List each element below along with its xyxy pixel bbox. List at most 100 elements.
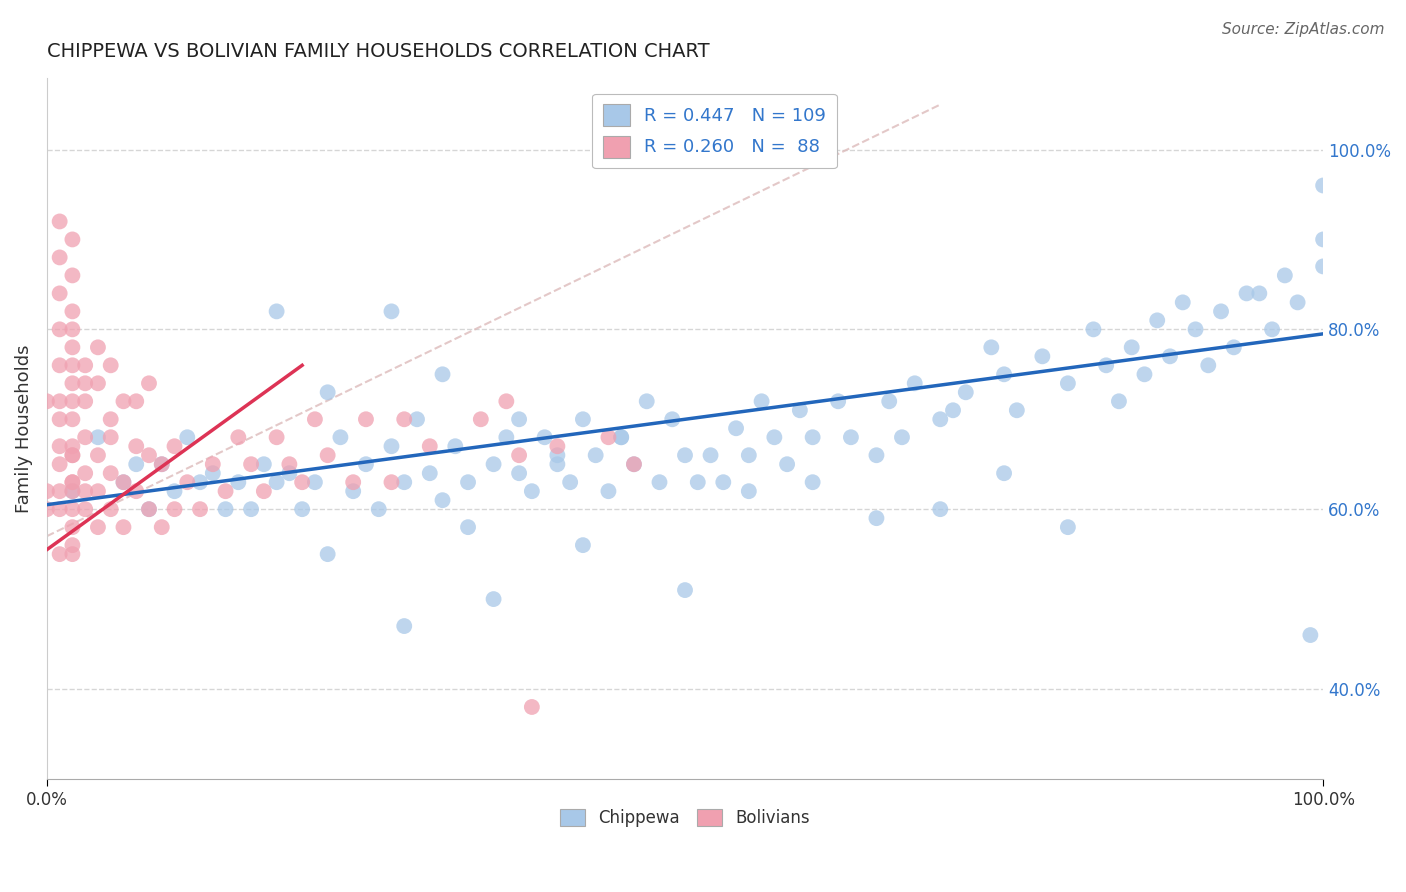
Point	[636, 394, 658, 409]
Point	[673, 448, 696, 462]
Point	[955, 385, 977, 400]
Point	[929, 502, 952, 516]
Point	[163, 484, 186, 499]
Point	[48, 547, 70, 561]
Point	[62, 484, 84, 499]
Point	[75, 394, 97, 409]
Point	[546, 457, 568, 471]
Point	[711, 475, 734, 490]
Point	[62, 268, 84, 283]
Point	[35, 484, 58, 499]
Point	[150, 457, 173, 471]
Point	[87, 484, 110, 499]
Point	[623, 457, 645, 471]
Point	[648, 475, 671, 490]
Point	[661, 412, 683, 426]
Point	[35, 502, 58, 516]
Point	[62, 359, 84, 373]
Point	[125, 484, 148, 499]
Point	[457, 475, 479, 490]
Point	[150, 457, 173, 471]
Point	[738, 484, 761, 499]
Point	[62, 376, 84, 391]
Point	[776, 457, 799, 471]
Point	[87, 448, 110, 462]
Point	[316, 448, 339, 462]
Point	[138, 376, 160, 391]
Point	[228, 475, 250, 490]
Point	[62, 340, 84, 354]
Point	[48, 359, 70, 373]
Point	[48, 251, 70, 265]
Point	[598, 430, 620, 444]
Point	[1057, 376, 1080, 391]
Point	[738, 448, 761, 462]
Point	[176, 475, 198, 490]
Point	[240, 502, 263, 516]
Point	[1083, 322, 1105, 336]
Point	[1312, 178, 1334, 193]
Point	[1121, 340, 1143, 354]
Point	[138, 502, 160, 516]
Point	[508, 448, 530, 462]
Point	[48, 457, 70, 471]
Point	[394, 619, 416, 633]
Point	[62, 547, 84, 561]
Point	[432, 368, 454, 382]
Point	[1031, 349, 1053, 363]
Point	[380, 304, 402, 318]
Point	[751, 394, 773, 409]
Point	[304, 475, 326, 490]
Point	[865, 448, 887, 462]
Point	[125, 394, 148, 409]
Point	[585, 448, 607, 462]
Point	[1299, 628, 1322, 642]
Point	[278, 457, 301, 471]
Point	[316, 385, 339, 400]
Point	[266, 475, 288, 490]
Point	[214, 502, 236, 516]
Point	[1197, 359, 1219, 373]
Y-axis label: Family Households: Family Households	[15, 344, 32, 513]
Point	[801, 430, 824, 444]
Point	[394, 412, 416, 426]
Point	[394, 475, 416, 490]
Point	[763, 430, 786, 444]
Point	[62, 304, 84, 318]
Point	[100, 502, 122, 516]
Point	[891, 430, 914, 444]
Point	[75, 376, 97, 391]
Point	[62, 439, 84, 453]
Point	[75, 430, 97, 444]
Point	[75, 359, 97, 373]
Point	[62, 502, 84, 516]
Point	[150, 520, 173, 534]
Point	[163, 502, 186, 516]
Point	[354, 412, 377, 426]
Point	[214, 484, 236, 499]
Point	[48, 502, 70, 516]
Point	[686, 475, 709, 490]
Point	[87, 430, 110, 444]
Point	[266, 304, 288, 318]
Point	[929, 412, 952, 426]
Point	[35, 394, 58, 409]
Point	[457, 520, 479, 534]
Point	[87, 376, 110, 391]
Point	[62, 484, 84, 499]
Point	[278, 467, 301, 481]
Point	[482, 592, 505, 607]
Point	[508, 412, 530, 426]
Point	[801, 475, 824, 490]
Point	[253, 457, 276, 471]
Point	[1236, 286, 1258, 301]
Point	[419, 467, 441, 481]
Point	[75, 484, 97, 499]
Point	[1108, 394, 1130, 409]
Point	[865, 511, 887, 525]
Point	[839, 430, 862, 444]
Text: CHIPPEWA VS BOLIVIAN FAMILY HOUSEHOLDS CORRELATION CHART: CHIPPEWA VS BOLIVIAN FAMILY HOUSEHOLDS C…	[46, 42, 710, 61]
Point	[980, 340, 1002, 354]
Point	[75, 502, 97, 516]
Point	[100, 359, 122, 373]
